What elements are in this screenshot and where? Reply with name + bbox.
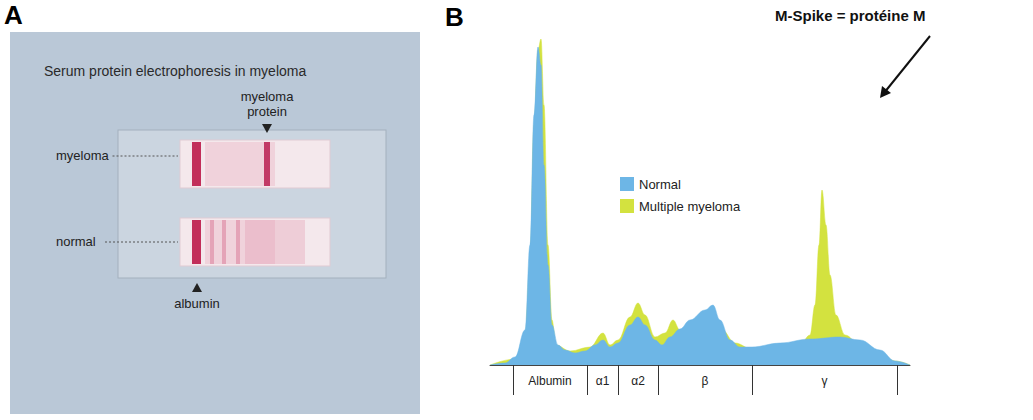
svg-text:α1: α1	[596, 374, 610, 388]
svg-text:albumin: albumin	[174, 296, 220, 311]
svg-text:protein: protein	[247, 104, 287, 119]
svg-text:Serum protein electrophoresis: Serum protein electrophoresis in myeloma	[44, 63, 306, 79]
svg-text:α2: α2	[631, 374, 645, 388]
svg-text:M-Spike = protéine M: M-Spike = protéine M	[775, 7, 925, 24]
svg-text:myeloma: myeloma	[56, 148, 110, 163]
svg-text:myeloma: myeloma	[241, 89, 295, 104]
svg-text:Albumin: Albumin	[528, 374, 571, 388]
svg-text:normal: normal	[56, 234, 96, 249]
svg-text:B: B	[445, 2, 464, 32]
svg-text:Multiple myeloma: Multiple myeloma	[639, 199, 741, 214]
svg-text:A: A	[4, 0, 23, 30]
svg-text:Normal: Normal	[639, 177, 681, 192]
svg-text:β: β	[702, 374, 709, 388]
svg-text:γ: γ	[822, 374, 828, 388]
